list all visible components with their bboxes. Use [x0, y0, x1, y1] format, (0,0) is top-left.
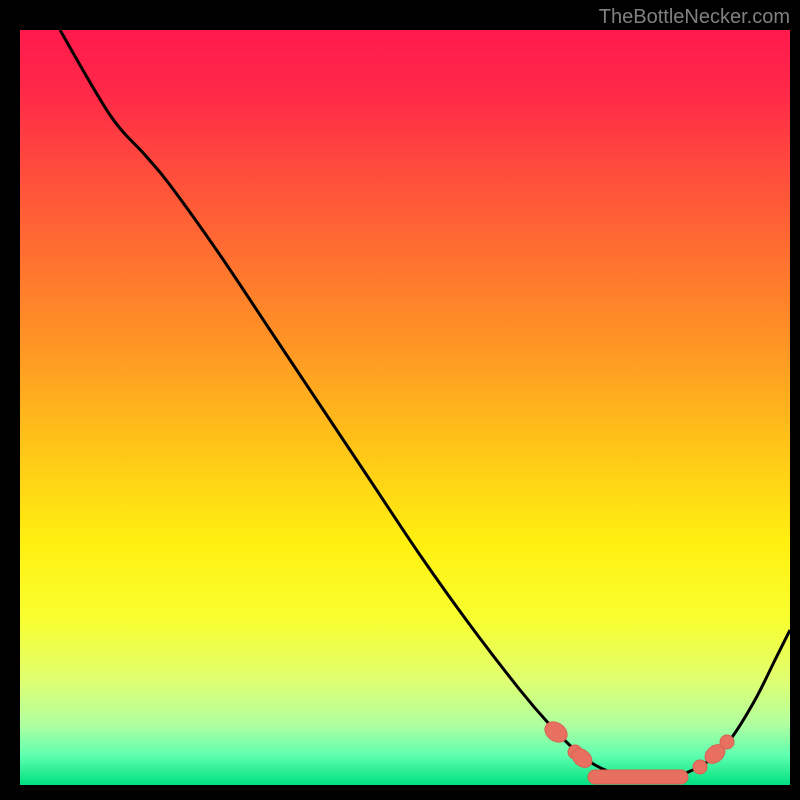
watermark-text: TheBottleNecker.com — [599, 6, 790, 29]
chart-container — [20, 30, 790, 785]
curve-marker — [720, 735, 734, 749]
curve-marker — [588, 770, 688, 784]
curve-marker — [693, 760, 707, 774]
marker-group — [541, 718, 734, 784]
chart-curve-layer — [20, 30, 790, 785]
bottleneck-curve — [60, 30, 790, 778]
